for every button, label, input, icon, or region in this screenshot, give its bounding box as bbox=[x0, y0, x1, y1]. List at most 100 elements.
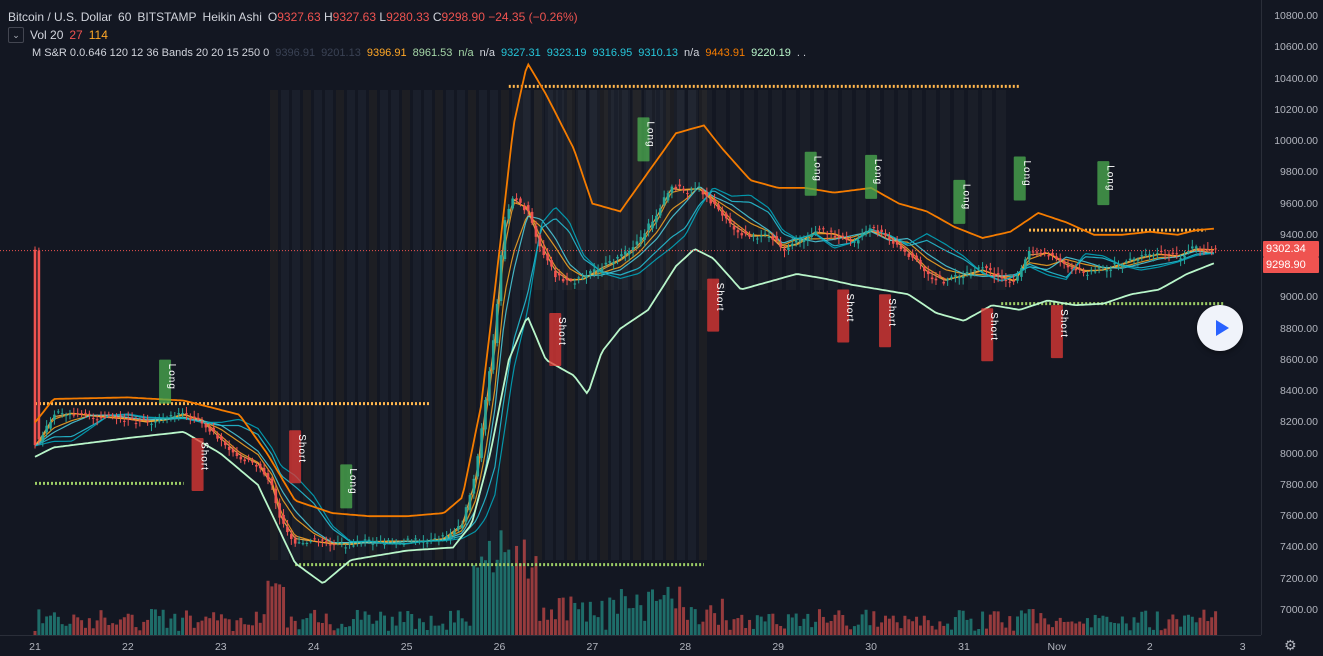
volume-bar bbox=[1039, 613, 1043, 635]
candle-body bbox=[1202, 249, 1206, 251]
candle-body bbox=[266, 473, 270, 480]
volume-bar bbox=[398, 611, 402, 635]
short-signal-label[interactable]: Short bbox=[837, 289, 855, 343]
candle-body bbox=[290, 533, 293, 540]
short-signal-label[interactable]: Short bbox=[879, 294, 897, 348]
candle-body bbox=[1086, 274, 1089, 276]
candle-body bbox=[251, 460, 254, 463]
volume-bar bbox=[52, 612, 56, 635]
signal-label-text: Long bbox=[644, 121, 655, 147]
candle-body bbox=[437, 539, 441, 541]
candle-body bbox=[891, 240, 895, 244]
candle-body bbox=[565, 278, 569, 281]
candle-body bbox=[573, 283, 577, 285]
volume-bar bbox=[833, 614, 837, 635]
volume-bar bbox=[973, 630, 977, 635]
volume-label[interactable]: Vol 20 bbox=[30, 28, 64, 42]
candle-body bbox=[76, 413, 80, 415]
candle-body bbox=[829, 230, 833, 232]
volume-bar bbox=[285, 627, 289, 635]
volume-bar bbox=[511, 565, 515, 635]
price-chart[interactable]: Long Short Short Long Short Long Short Long Shor… bbox=[0, 0, 1261, 635]
volume-bar bbox=[600, 600, 604, 635]
volume-bar bbox=[550, 609, 554, 635]
volume-bar bbox=[379, 611, 383, 635]
short-signal-label[interactable]: Short bbox=[981, 308, 999, 362]
candle-body bbox=[647, 223, 650, 231]
candle-body bbox=[363, 539, 367, 541]
shade-bar bbox=[590, 90, 600, 290]
volume-bar bbox=[348, 626, 352, 635]
shade-bar bbox=[303, 90, 311, 560]
volume-bar bbox=[359, 619, 363, 635]
short-signal-label[interactable]: Short bbox=[1050, 305, 1069, 359]
volume-bar bbox=[1206, 621, 1210, 635]
collapse-legend-button[interactable]: ⌄ bbox=[8, 27, 24, 43]
candle-body bbox=[690, 189, 693, 191]
candle-body bbox=[216, 434, 219, 439]
volume-bar bbox=[1078, 621, 1082, 635]
volume-bar bbox=[80, 620, 84, 635]
indicator-legend-row: M S&R 0.0.646 120 12 36 Bands 20 20 15 2… bbox=[8, 44, 806, 62]
interval[interactable]: 60 bbox=[118, 10, 132, 24]
candle-body bbox=[340, 543, 344, 545]
volume-bar bbox=[130, 614, 134, 635]
long-signal-label[interactable]: Long bbox=[865, 154, 883, 199]
candle-body bbox=[472, 478, 476, 494]
long-signal-label[interactable]: Long bbox=[1013, 156, 1032, 201]
play-button[interactable] bbox=[1197, 305, 1243, 351]
volume-bar bbox=[282, 586, 286, 635]
volume-bar bbox=[740, 614, 744, 635]
volume-bar bbox=[751, 628, 755, 635]
long-signal-label[interactable]: Long bbox=[340, 464, 358, 509]
candle-body bbox=[375, 540, 379, 542]
long-signal-label[interactable]: Long bbox=[159, 359, 177, 404]
shade-bar bbox=[545, 90, 553, 560]
short-signal-label[interactable]: Short bbox=[549, 313, 567, 366]
volume-bar bbox=[390, 616, 394, 635]
volume-bar bbox=[988, 614, 992, 635]
long-signal-label[interactable]: Long bbox=[953, 179, 971, 224]
gear-icon[interactable]: ⚙ bbox=[1284, 637, 1297, 653]
shade-bar bbox=[758, 90, 768, 290]
volume-bar bbox=[270, 586, 274, 635]
short-signal-label[interactable]: Short bbox=[191, 438, 210, 492]
symbol-name[interactable]: Bitcoin / U.S. Dollar bbox=[8, 10, 113, 24]
short-signal-label[interactable]: Short bbox=[707, 278, 725, 332]
volume-bar bbox=[926, 620, 930, 635]
volume-bar bbox=[83, 627, 87, 635]
volume-bar bbox=[946, 623, 950, 635]
time-axis[interactable]: 21 22 23 24 25 26 27 28 29 30 31 Nov 2 3 bbox=[0, 635, 1261, 656]
volume-bar bbox=[1105, 616, 1109, 635]
candle-body bbox=[1090, 270, 1093, 272]
candle-body bbox=[274, 488, 278, 504]
price-tick-label: 9400.00 bbox=[1280, 228, 1318, 241]
candle-body bbox=[484, 399, 487, 430]
volume-bar bbox=[351, 619, 355, 635]
price-tick-label: 10000.00 bbox=[1274, 135, 1318, 148]
long-signal-label[interactable]: Long bbox=[804, 151, 823, 196]
candle-body bbox=[985, 266, 988, 269]
long-signal-label[interactable]: Long bbox=[1097, 161, 1115, 206]
volume-bar bbox=[903, 615, 907, 635]
short-signal-label[interactable]: Short bbox=[289, 430, 307, 484]
volume-bar bbox=[759, 616, 763, 635]
volume-bar bbox=[530, 567, 534, 635]
volume-bar bbox=[146, 619, 150, 635]
long-signal-label[interactable]: Long bbox=[637, 117, 655, 162]
price-axis[interactable]: 10800.00 10600.00 10400.00 10200.00 10000.00… bbox=[1261, 0, 1323, 635]
chart-style: Heikin Ashi bbox=[202, 10, 262, 24]
candle-body bbox=[185, 413, 188, 415]
volume-bar bbox=[219, 614, 223, 635]
indicator-value: 9201.13 bbox=[321, 47, 361, 59]
candle-body bbox=[480, 428, 483, 458]
indicator-name[interactable]: M S&R 0.0.646 120 12 36 Bands 20 20 15 2… bbox=[32, 47, 270, 59]
volume-bar bbox=[685, 619, 689, 635]
upper-band-line[interactable] bbox=[34, 62, 1214, 518]
candle-body bbox=[134, 423, 138, 425]
volume-bar bbox=[608, 597, 612, 635]
volume-bar bbox=[1074, 623, 1078, 635]
symbol-legend-row: Bitcoin / U.S. Dollar 60 BITSTAMP Heikin… bbox=[8, 8, 806, 26]
volume-bar bbox=[953, 617, 957, 635]
lower-band-line[interactable] bbox=[34, 248, 1215, 584]
